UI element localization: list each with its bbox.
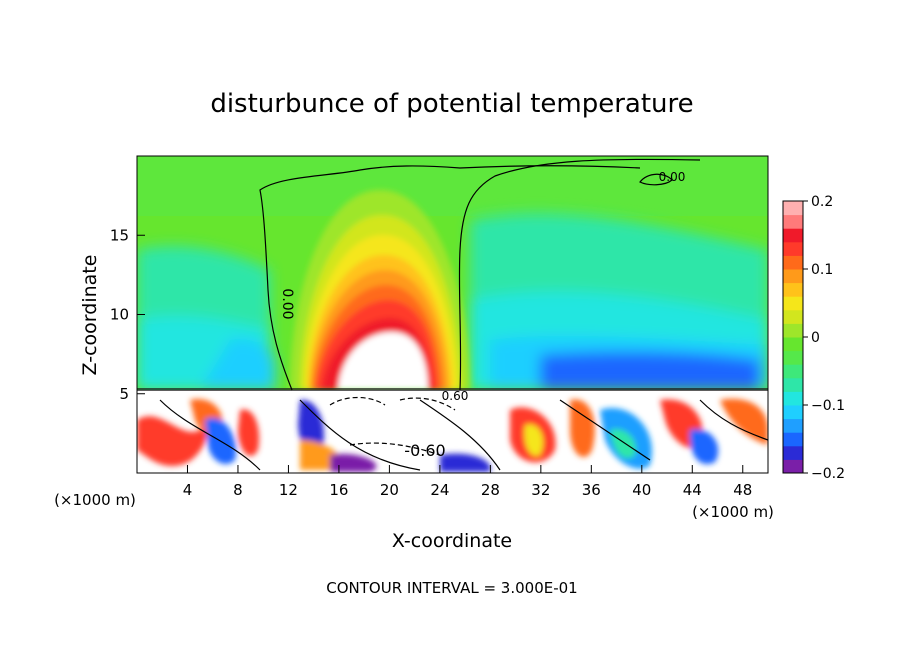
x-tick-label: 48	[733, 481, 752, 499]
x-unit-label-right: (×1000 m)	[692, 503, 774, 521]
x-tick-label: 32	[531, 481, 550, 499]
contour-interval-footer: CONTOUR INTERVAL = 3.000E-01	[326, 579, 577, 597]
colorbar-tick-label: 0.1	[811, 262, 833, 278]
y-tick-label: 15	[110, 226, 129, 244]
heatmap-field	[137, 156, 768, 473]
colorbar-swatch	[783, 214, 803, 229]
colorbar-swatch	[783, 282, 803, 297]
y-axis: 5 10 15	[110, 226, 145, 403]
colorbar-tick-label: 0.2	[811, 194, 833, 210]
chart-title: disturbunce of potential temperature	[210, 89, 693, 119]
colorbar-tick-label: −0.1	[811, 398, 845, 414]
colorbar-swatch	[783, 228, 803, 243]
colorbar-tick-label: 0	[811, 330, 820, 346]
colorbar-swatch	[783, 309, 803, 324]
x-tick-label: 36	[582, 481, 601, 499]
colorbar-tick-label: −0.2	[811, 466, 845, 482]
colorbar-swatch	[783, 296, 803, 311]
colorbar-swatch	[783, 445, 803, 460]
x-tick-label: 24	[430, 481, 449, 499]
colorbar-swatch	[783, 391, 803, 406]
x-tick-label: 40	[632, 481, 651, 499]
colorbar-swatch	[783, 432, 803, 447]
x-tick-label: 8	[233, 481, 243, 499]
contour-label: 0.60	[442, 389, 469, 403]
colorbar-swatch	[783, 418, 803, 433]
x-tick-label: 16	[329, 481, 348, 499]
x-tick-label: 20	[380, 481, 399, 499]
y-tick-label: 5	[119, 385, 129, 403]
x-tick-label: 4	[183, 481, 193, 499]
colorbar-swatch	[783, 201, 803, 216]
x-axis: 4 8 12 16 20 24 28 32 36 40 44 48	[183, 465, 752, 499]
colorbar-swatch	[783, 459, 803, 474]
colorbar-swatch	[783, 405, 803, 420]
x-tick-label: 44	[683, 481, 702, 499]
colorbar-ticks: 0.2 0.1 0 −0.1 −0.2	[803, 194, 845, 482]
x-tick-label: 28	[481, 481, 500, 499]
contour-lines	[159, 158, 768, 471]
colorbar-swatch	[783, 255, 803, 270]
contour-label: 0.00	[279, 288, 295, 319]
colorbar-swatch	[783, 377, 803, 392]
x-unit-label-left: (×1000 m)	[54, 491, 136, 509]
contour-label: 0.00	[659, 170, 686, 184]
y-axis-label: Z-coordinate	[79, 255, 101, 376]
colorbar-swatch	[783, 269, 803, 284]
colorbar	[782, 200, 804, 474]
y-tick-label: 10	[110, 306, 129, 324]
colorbar-swatch	[783, 337, 803, 352]
contour-label: -0.60	[404, 441, 445, 460]
colorbar-swatch	[783, 323, 803, 338]
colorbar-swatch	[783, 350, 803, 365]
x-tick-label: 12	[279, 481, 298, 499]
colorbar-swatch	[783, 364, 803, 379]
colorbar-swatch	[783, 241, 803, 256]
x-axis-label: X-coordinate	[392, 530, 512, 552]
